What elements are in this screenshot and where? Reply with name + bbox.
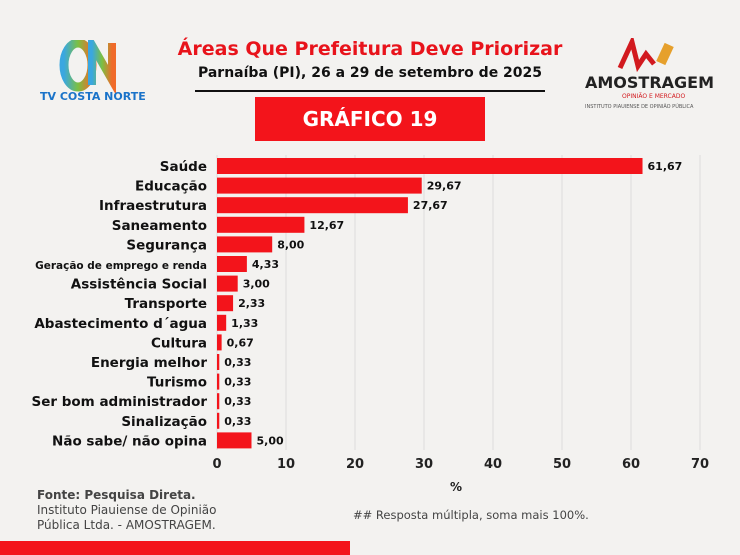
bar-chart: 0 10 20 30 40 50 60 70 Saúde 61,67 Educação 29,67 In… (32, 155, 709, 472)
value-label: 0,67 (227, 336, 254, 349)
x-axis-label: % (450, 480, 463, 494)
value-label: 0,33 (224, 415, 251, 428)
category-label: Saúde (160, 159, 207, 175)
category-label: Geração de emprego e renda (35, 260, 207, 272)
source-note: Fonte: Pesquisa Direta. Instituto Piauie… (37, 488, 217, 533)
bar (217, 275, 238, 292)
category-label: Sinalização (121, 414, 207, 430)
bar (217, 314, 227, 331)
category-label: Segurança (126, 237, 207, 253)
chart-title: Áreas Que Prefeitura Deve Priorizar (177, 38, 563, 60)
bar (217, 256, 247, 272)
value-label: 5,00 (257, 434, 284, 447)
x-tick-label: 40 (484, 457, 502, 472)
category-label: Turismo (147, 375, 207, 391)
category-label: Educação (135, 179, 207, 195)
value-label: 0,33 (224, 395, 251, 408)
category-label: Saneamento (112, 218, 207, 234)
value-label: 12,67 (309, 219, 344, 232)
value-label: 8,00 (277, 238, 304, 251)
x-tick-label: 20 (346, 457, 364, 472)
svg-text:AMOSTRAGEM: AMOSTRAGEM (585, 73, 714, 92)
chart-subtitle: Parnaíba (PI), 26 a 29 de setembro de 20… (197, 65, 543, 81)
source-line-2: Pública Ltda. - AMOSTRAGEM. (37, 518, 216, 532)
bar (217, 216, 305, 233)
x-tick-label: 10 (277, 457, 295, 472)
category-label: Energia melhor (91, 355, 207, 371)
bar (217, 334, 222, 351)
category-label: Abastecimento d´agua (34, 316, 207, 332)
category-label: Cultura (151, 335, 207, 351)
divider (195, 90, 545, 92)
x-tick-label: 30 (415, 457, 433, 472)
svg-text:INSTITUTO PIAUIENSE DE OPINIÃO: INSTITUTO PIAUIENSE DE OPINIÃO PÚBLICA (585, 103, 694, 110)
category-label: Transporte (125, 296, 207, 312)
category-label: Assistência Social (71, 277, 207, 293)
x-tick-label: 0 (212, 457, 221, 472)
svg-text:OPINIÃO E MERCADO: OPINIÃO E MERCADO (622, 93, 685, 100)
bar (217, 373, 220, 390)
source-title: Fonte: Pesquisa Direta. (37, 488, 196, 502)
value-label: 2,33 (238, 297, 265, 310)
x-tick-label: 70 (691, 457, 709, 472)
bar (217, 177, 422, 194)
category-label: Ser bom administrador (32, 394, 208, 410)
category-label: Não sabe/ não opina (52, 433, 207, 449)
x-tick-label: 60 (622, 457, 640, 472)
value-label: 3,00 (243, 278, 270, 291)
x-tick-label: 50 (553, 457, 571, 472)
category-label: Infraestrutura (99, 198, 207, 214)
bar (217, 295, 234, 312)
chart-number-badge: GRÁFICO 19 (255, 97, 485, 141)
multiple-response-note: ## Resposta múltipla, soma mais 100%. (353, 508, 589, 522)
value-label: 1,33 (231, 317, 258, 330)
bar (217, 432, 252, 449)
tv-costa-norte-logo: TV COSTA NORTE (40, 40, 146, 103)
bar (217, 354, 220, 370)
bar (217, 197, 408, 214)
value-label: 27,67 (413, 199, 448, 212)
value-label: 0,33 (224, 376, 251, 389)
svg-text:TV COSTA NORTE: TV COSTA NORTE (40, 90, 146, 103)
value-label: 0,33 (224, 356, 251, 369)
value-label: 29,67 (427, 180, 462, 193)
footer-bar (0, 541, 350, 555)
source-line-1: Instituto Piauiense de Opinião (37, 503, 217, 517)
bar (217, 412, 220, 429)
bar (217, 236, 273, 253)
bar (217, 393, 220, 410)
amostragem-logo: AMOSTRAGEM OPINIÃO E MERCADO INSTITUTO P… (585, 38, 714, 110)
value-label: 61,67 (648, 160, 683, 173)
bar (217, 158, 643, 174)
value-label: 4,33 (252, 258, 279, 271)
